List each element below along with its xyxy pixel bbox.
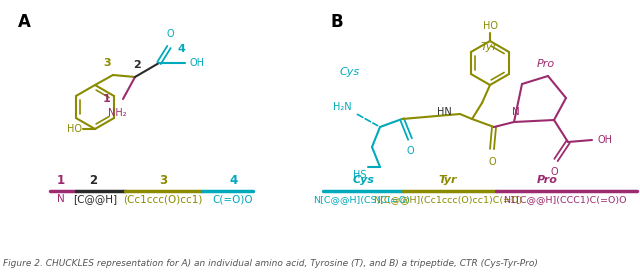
Text: Tyr: Tyr xyxy=(481,42,498,52)
Text: 2: 2 xyxy=(133,60,141,70)
Text: [C@@H]: [C@@H] xyxy=(73,194,116,204)
Text: N: N xyxy=(512,107,520,117)
Text: Pro: Pro xyxy=(537,175,557,185)
Text: O: O xyxy=(488,157,496,167)
Text: NH₂: NH₂ xyxy=(108,108,126,118)
Text: A: A xyxy=(18,13,31,31)
Text: O: O xyxy=(550,167,558,177)
Text: Cys: Cys xyxy=(340,67,360,77)
Text: O: O xyxy=(166,29,174,39)
Text: 1: 1 xyxy=(103,94,111,104)
Text: Figure 2. CHUCKLES representation for A) an individual amino acid, Tyrosine (T),: Figure 2. CHUCKLES representation for A)… xyxy=(3,259,538,268)
Text: OH: OH xyxy=(597,135,612,145)
Text: 4: 4 xyxy=(177,44,185,54)
Text: HS: HS xyxy=(353,170,366,180)
Text: N: N xyxy=(57,194,65,204)
Text: N1[C@@H](CCC1)C(=O)O: N1[C@@H](CCC1)C(=O)O xyxy=(503,195,626,204)
Text: HN: HN xyxy=(437,107,452,117)
Text: 2: 2 xyxy=(89,174,97,187)
Text: 4: 4 xyxy=(230,174,237,187)
Text: Pro: Pro xyxy=(537,59,555,69)
Text: HO: HO xyxy=(67,124,82,134)
Text: C(=O)O: C(=O)O xyxy=(212,194,253,204)
Text: H₂N: H₂N xyxy=(333,102,352,112)
Text: N[C@@H](Cc1ccc(O)cc1)C(=O): N[C@@H](Cc1ccc(O)cc1)C(=O) xyxy=(373,195,523,204)
Text: OH: OH xyxy=(190,58,205,68)
Text: 3: 3 xyxy=(103,58,111,68)
Text: Cys: Cys xyxy=(353,175,374,185)
Text: O: O xyxy=(406,146,414,156)
Text: Tyr: Tyr xyxy=(439,175,457,185)
Text: B: B xyxy=(330,13,342,31)
Text: HO: HO xyxy=(483,21,497,31)
Text: 3: 3 xyxy=(159,174,167,187)
Text: (Cc1ccc(O)cc1): (Cc1ccc(O)cc1) xyxy=(124,194,203,204)
Text: 1: 1 xyxy=(57,174,65,187)
Text: N[C@@H](CS)C(=O): N[C@@H](CS)C(=O) xyxy=(313,195,410,204)
